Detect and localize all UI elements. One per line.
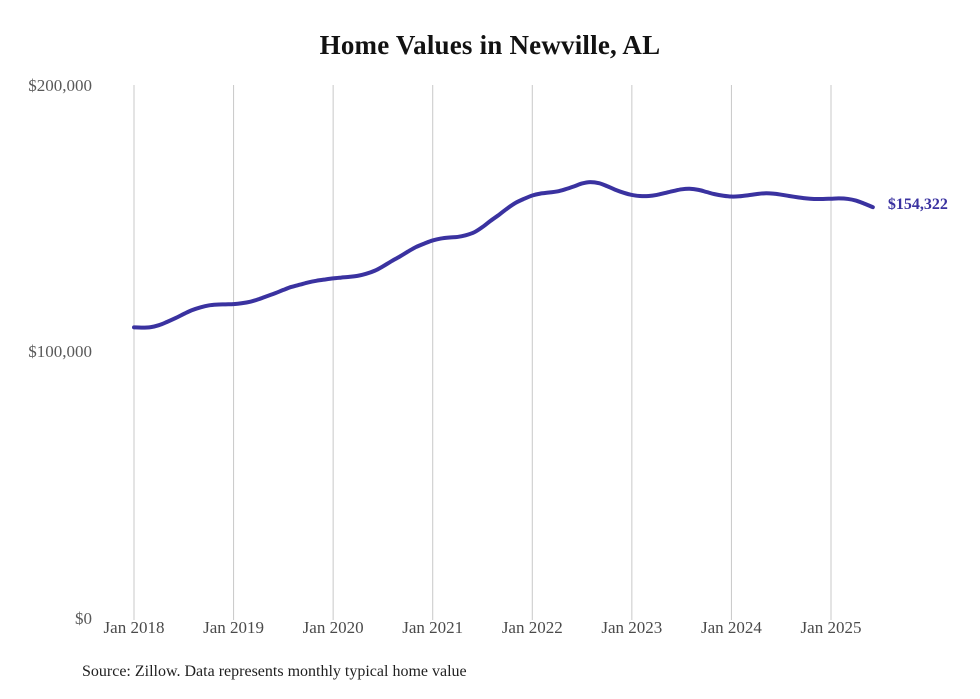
- y-axis-tick-label-200000: $200,000: [28, 76, 92, 95]
- x-axis-tick-label-jan-2025: Jan 2025: [800, 618, 862, 637]
- x-axis-tick-label-jan-2019: Jan 2019: [203, 618, 265, 637]
- x-axis-tick-label-jan-2021: Jan 2021: [402, 618, 464, 637]
- vertical-gridlines: [133, 85, 832, 620]
- chart-title: Home Values in Newville, AL: [319, 30, 661, 60]
- x-axis-tick-label-jan-2018: Jan 2018: [103, 618, 165, 637]
- source-note: Source: Zillow. Data represents monthly …: [82, 663, 467, 680]
- x-axis-tick-label-jan-2022: Jan 2022: [501, 618, 563, 637]
- y-axis-tick-label-100000: $100,000: [28, 342, 92, 361]
- home-value-line-series: [132, 180, 875, 330]
- y-axis-tick-label-0: $0: [75, 609, 92, 628]
- x-axis-tick-label-jan-2023: Jan 2023: [601, 618, 663, 637]
- x-axis-tick-label-jan-2024: Jan 2024: [700, 618, 762, 637]
- end-value-annotation: $154,322: [887, 196, 948, 214]
- x-axis-tick-label-jan-2020: Jan 2020: [302, 618, 364, 637]
